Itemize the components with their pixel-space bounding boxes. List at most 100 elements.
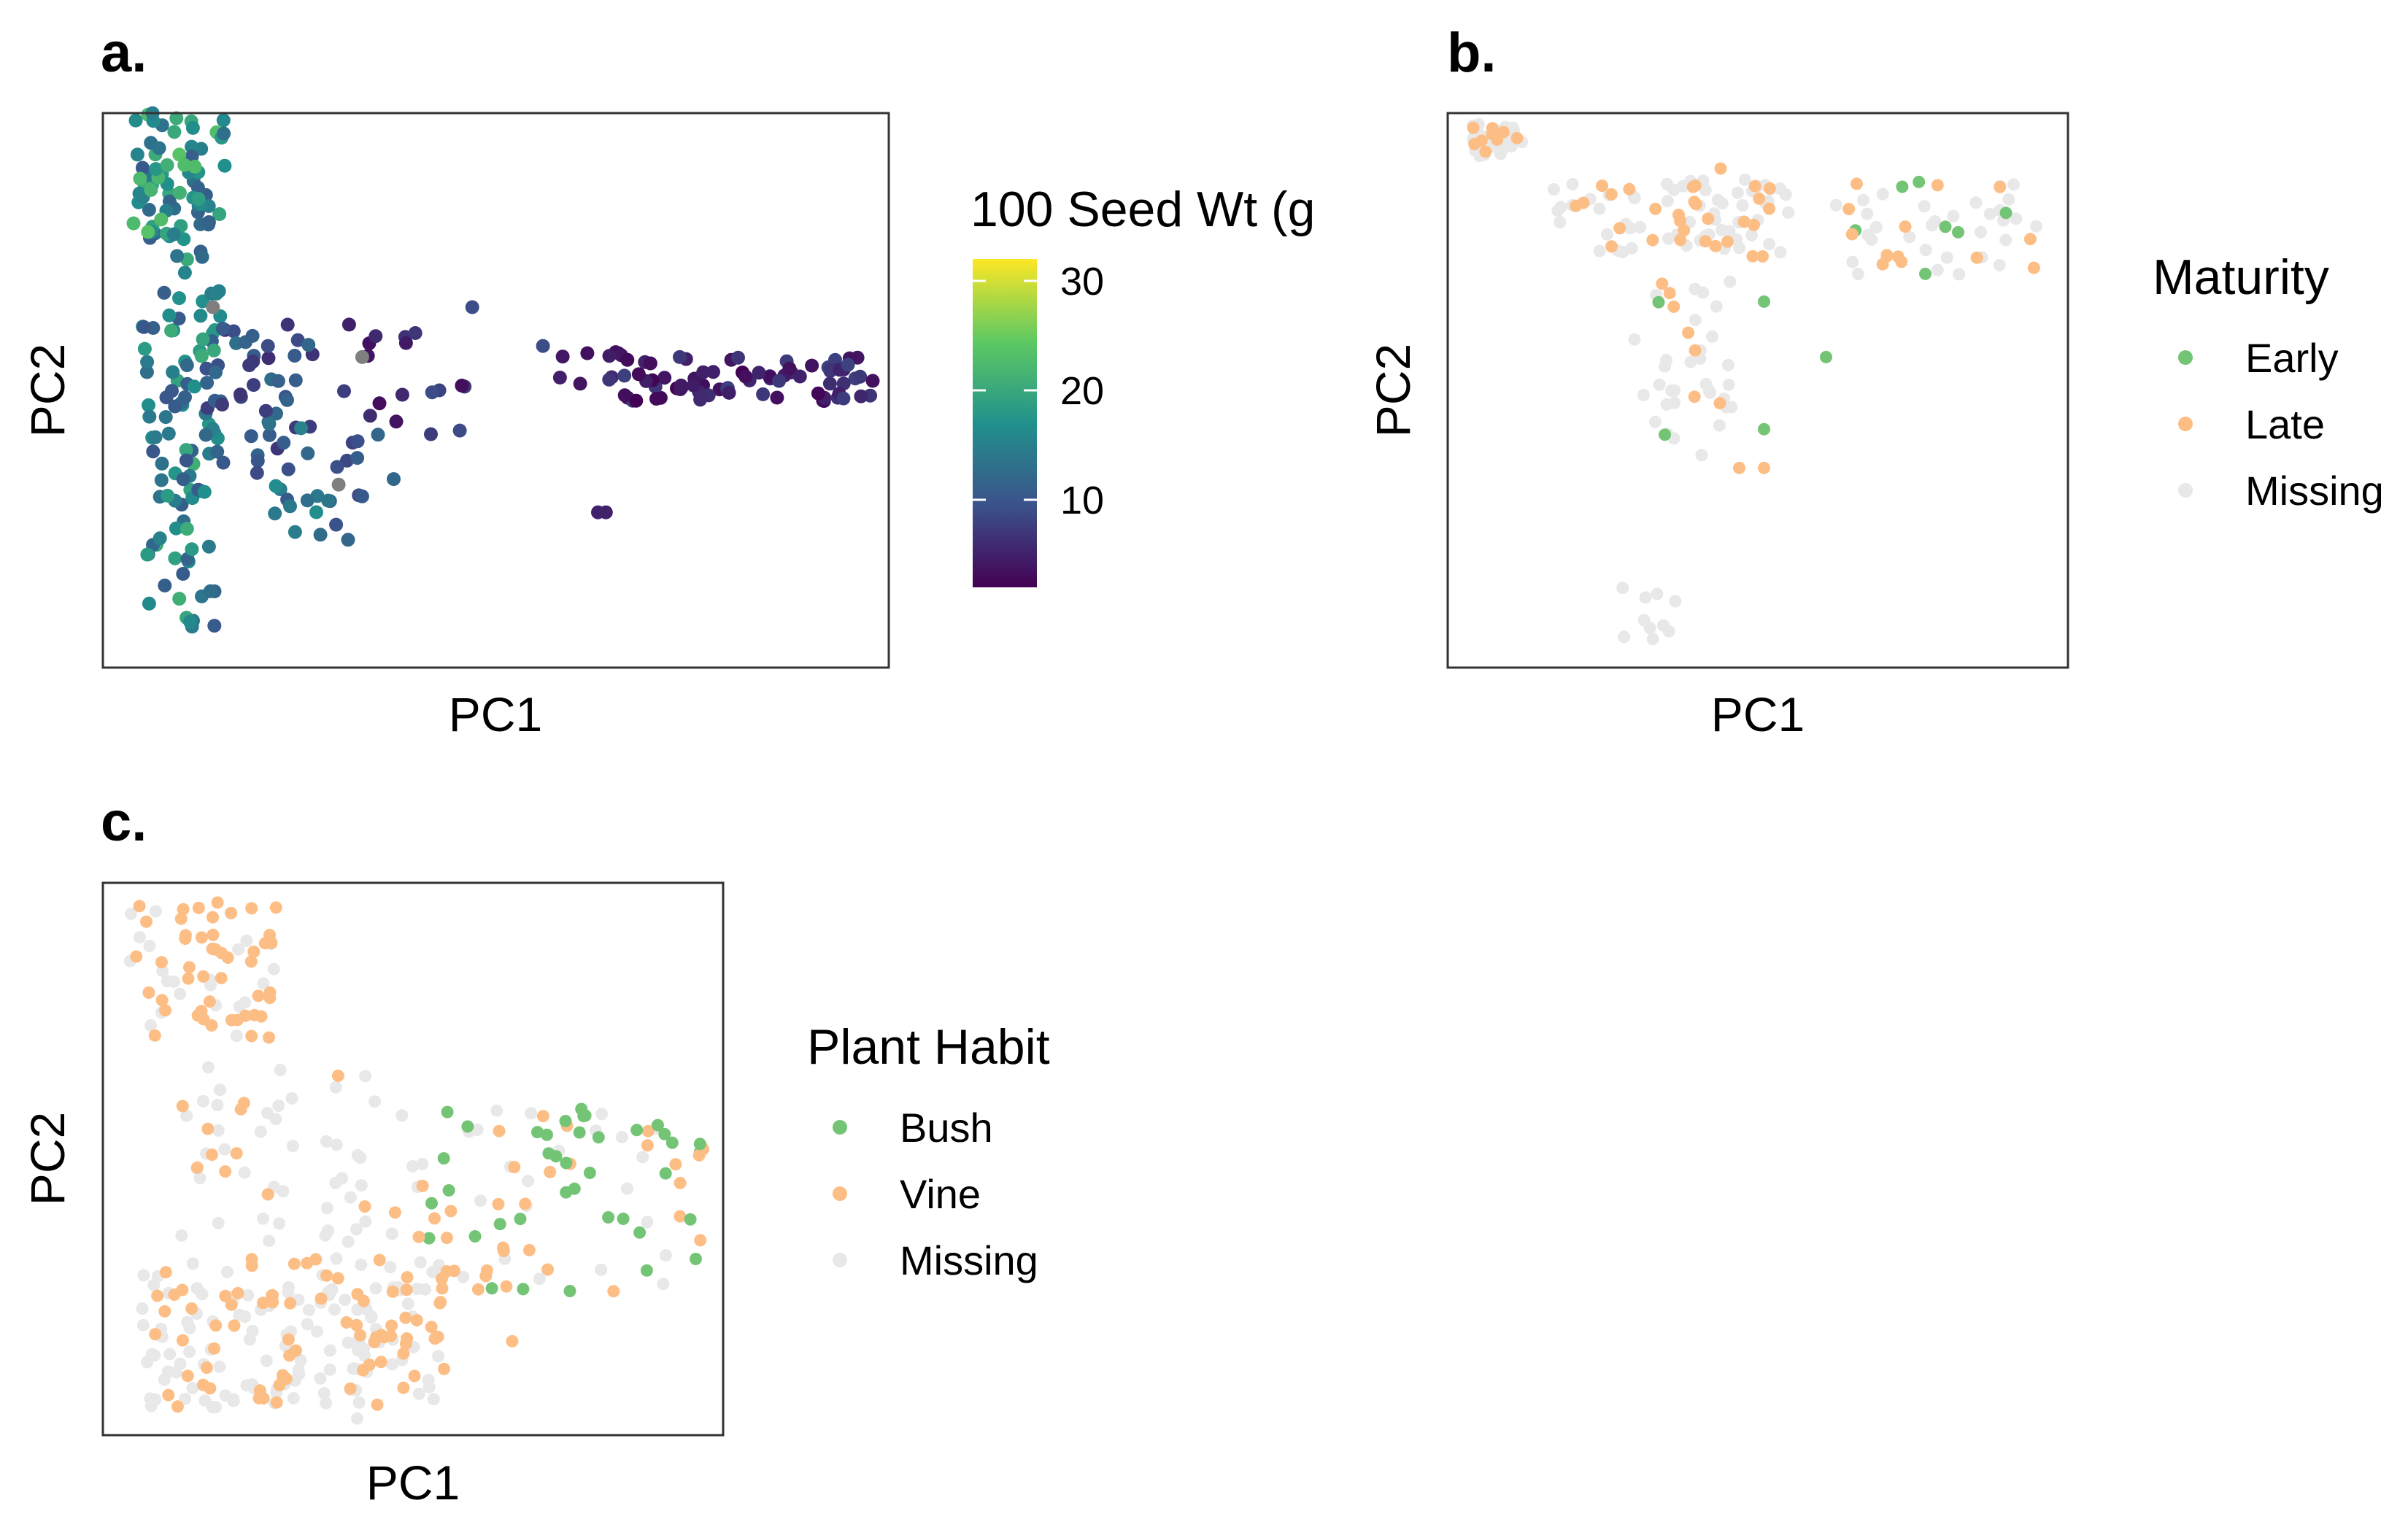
data-point [474,1194,487,1208]
data-point [1613,222,1626,235]
data-point [164,323,179,338]
panel-a: a. PC1 PC2 100 Seed Wt (g 10 20 30 [20,22,1315,741]
legend-key-late [2178,417,2193,431]
data-point [693,1137,706,1151]
data-point [344,1191,357,1204]
data-point [341,533,355,547]
data-point [1628,333,1641,346]
data-point [359,1070,372,1083]
data-point [174,987,187,1000]
data-point [1851,177,1863,190]
data-point [1753,192,1766,205]
data-point [1625,242,1638,255]
data-point [246,1324,259,1337]
data-point [573,376,587,391]
data-point [1758,295,1770,308]
data-point [544,1165,557,1178]
data-point [1845,228,1859,241]
data-point [172,185,187,200]
data-point [595,1108,609,1121]
data-point [325,1283,339,1296]
data-point [1953,268,1966,281]
data-point [674,378,688,393]
data-point [290,1344,302,1357]
data-point [331,1070,344,1082]
data-point [183,614,198,629]
data-point [431,1330,444,1343]
data-point [602,349,617,363]
data-point [1919,244,1932,257]
data-point [266,1296,279,1309]
data-point [168,399,182,414]
data-point [665,1136,679,1149]
data-point [1763,238,1776,250]
data-point [1725,401,1738,414]
data-point [690,1253,702,1265]
data-point [311,1325,323,1338]
data-point [283,499,297,514]
data-point [397,1381,410,1394]
data-point [280,393,294,407]
data-point [180,522,194,536]
data-point [649,392,663,406]
data-point [1763,202,1775,215]
data-point [1969,196,1983,209]
data-point [1829,198,1842,212]
data-point [1913,175,1926,188]
data-point [288,349,302,363]
data-point [288,1257,301,1270]
data-point [602,1211,615,1224]
data-point [1596,179,1608,193]
data-point [263,1235,276,1248]
data-point [1918,200,1931,213]
data-point [1738,173,1751,186]
data-point [1745,228,1758,242]
data-point [158,410,173,425]
data-point [172,147,187,162]
data-point [371,428,385,442]
data-point [216,113,231,128]
data-point [165,384,179,398]
data-point [309,1253,323,1266]
data-point [292,1364,305,1377]
data-point [270,1396,283,1409]
data-point [1896,180,1909,193]
data-point [805,358,819,373]
data-point [854,389,868,403]
data-point [126,216,141,231]
data-point [434,1296,447,1309]
data-point [1699,235,1712,248]
data-point [245,328,260,343]
data-point [218,1143,231,1156]
data-point [519,1197,532,1210]
data-point [1660,398,1673,411]
data-point [1593,202,1606,215]
data-point [373,1253,386,1267]
colorbar-gradient [973,259,1037,587]
data-point [212,1124,225,1137]
data-point [176,1334,189,1347]
data-point [1676,179,1689,193]
data-point [211,896,224,909]
data-point [2002,193,2015,206]
legend-label-bush: Bush [900,1105,993,1151]
data-point [154,473,169,487]
data-point [1820,350,1832,363]
data-point [182,972,195,985]
data-point [328,1303,341,1316]
panel-a-points [126,106,880,634]
data-point [1678,224,1691,237]
data-point [355,349,369,364]
data-point [258,937,271,950]
data-point [696,365,711,379]
data-point [159,1004,171,1017]
colorbar-title: 100 Seed Wt (g [970,182,1315,237]
data-point [412,1230,425,1243]
data-point [738,369,753,384]
data-point [1669,595,1682,608]
data-point [673,349,687,364]
data-point [1593,244,1606,258]
panel-c-points [123,896,709,1425]
data-point [287,1391,300,1405]
data-point [269,901,282,914]
